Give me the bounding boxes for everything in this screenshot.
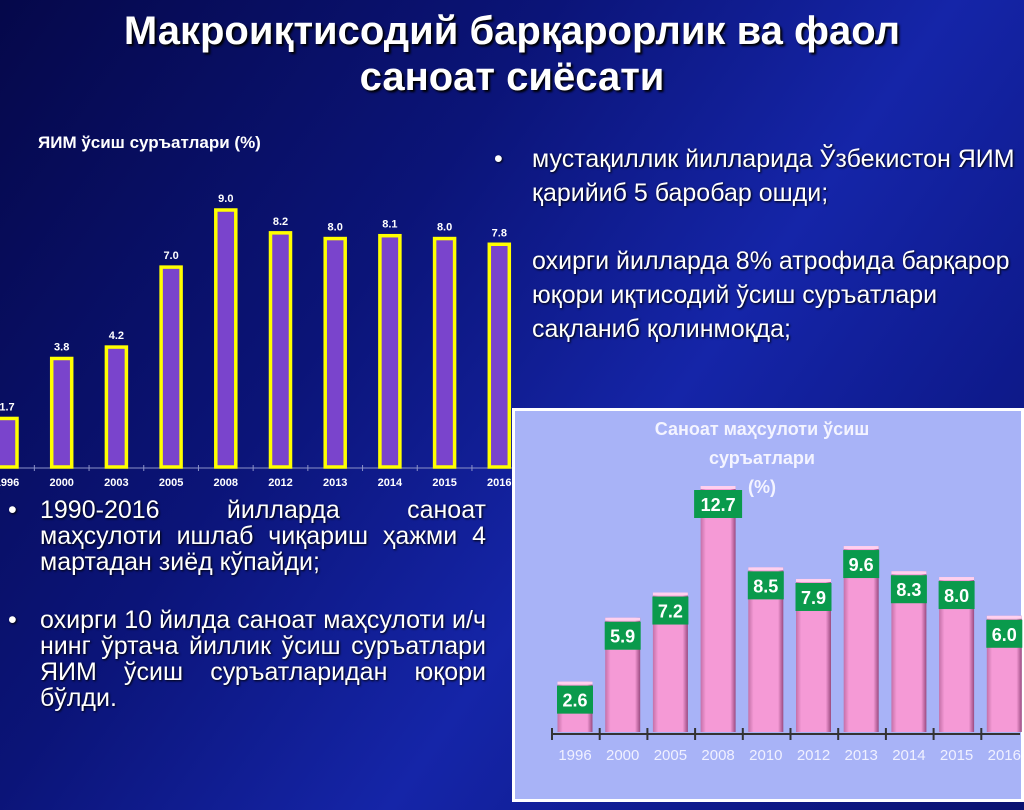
x-tick-label: 2016	[487, 477, 511, 489]
x-tick-label: 2015	[432, 477, 456, 489]
bullet-text: охирги йилларда 8% атрофида барқарор юқо…	[532, 247, 1010, 343]
x-tick-label: 2013	[323, 477, 347, 489]
industry-chart-title-line: Саноат маҳсулоти ўсиш	[654, 419, 870, 439]
data-label: 8.0	[437, 222, 452, 234]
bar-2013	[323, 236, 347, 469]
slide-title: Макроиқтисодий барқарорлик ва фаол саноа…	[0, 8, 1024, 100]
bar-2015	[432, 236, 457, 469]
data-label: 4.2	[109, 330, 124, 342]
bullet-text: мустақиллик йилларида Ўзбекистон ЯИМ қар…	[532, 145, 1015, 207]
bullet-text: 1990-2016 йилларда саноат маҳсулоти ишла…	[40, 496, 486, 576]
data-label: 3.8	[54, 341, 69, 353]
bar-1996	[0, 416, 19, 469]
industry-chart-title-line: суръатлари	[709, 448, 815, 468]
bar-2005	[159, 265, 183, 469]
left-bullet-list: • 1990-2016 йилларда саноат маҳсулоти ишл…	[8, 497, 486, 711]
x-tick-label: 2003	[104, 477, 128, 489]
right-bullet-list: • мустақиллик йилларида Ўзбекистон ЯИМ қа…	[490, 142, 1020, 346]
x-tick-label: 2000	[49, 477, 73, 489]
data-label: 8.1	[382, 219, 397, 231]
x-tick-label: 2014	[378, 477, 403, 489]
bar-2014	[378, 233, 402, 469]
x-tick-label: 2005	[159, 477, 183, 489]
bullet-item: • охирги 10 йилда саноат маҳсулоти и/ч ни…	[8, 607, 486, 711]
bar-2016	[487, 242, 512, 469]
gdp-growth-chart: 1.7 1996 3.8 2000 4.2 2003 7.0 2005 9.0 2008 8.2 20…	[0, 193, 515, 489]
bullet-item: • мустақиллик йилларида Ўзбекистон ЯИМ қа…	[490, 142, 1020, 210]
slide-title-line-2: саноат сиёсати	[359, 55, 665, 99]
data-label: 9.0	[218, 193, 233, 205]
industry-chart-title-line: (%)	[748, 477, 776, 497]
data-label: 8.2	[273, 216, 288, 228]
bar-2003	[104, 345, 129, 469]
slide-title-line-1: Макроиқтисодий барқарорлик ва фаол	[123, 9, 901, 53]
bullet-icon: •	[494, 145, 503, 173]
gdp-chart-title: ЯИМ ўсиш суръатлари (%)	[38, 133, 261, 152]
bullet-item: охирги йилларда 8% атрофида барқарор юқо…	[490, 244, 1020, 346]
bullet-item: • 1990-2016 йилларда саноат маҳсулоти ишл…	[8, 497, 486, 575]
data-label: 1.7	[0, 401, 15, 413]
bar-2012	[268, 231, 293, 469]
bar-2008	[214, 208, 238, 469]
bullet-text: охирги 10 йилда саноат маҳсулоти и/ч нин…	[40, 606, 486, 712]
data-label: 7.8	[492, 227, 507, 239]
bullet-icon: •	[8, 496, 17, 524]
x-tick-label: 2012	[268, 477, 292, 489]
industry-chart-title: Саноат маҳсулоти ўсиш суръатлари (%)	[512, 415, 1012, 502]
bullet-icon: •	[8, 606, 17, 634]
x-tick-label: 2008	[214, 477, 238, 489]
bar-2000	[49, 356, 74, 469]
x-tick-label: 1996	[0, 477, 19, 489]
data-label: 7.0	[163, 250, 178, 262]
data-label: 8.0	[328, 222, 343, 234]
